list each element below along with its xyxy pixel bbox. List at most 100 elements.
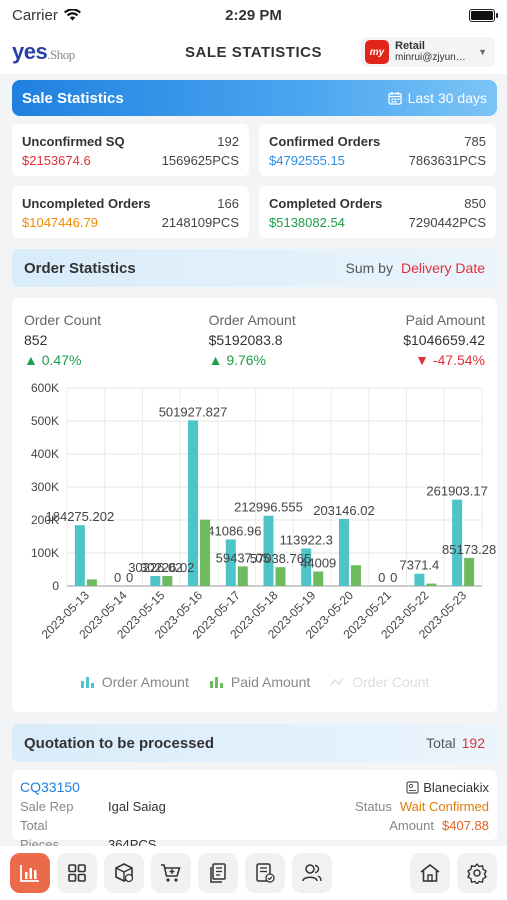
y-tick-label: 100K bbox=[31, 546, 59, 560]
order-statistics-card: Order Count 852 ▲ 0.47% Order Amount $51… bbox=[12, 298, 497, 712]
bottom-tab-bar bbox=[0, 846, 507, 900]
data-label: 30226.02 bbox=[140, 560, 194, 575]
stat-count: 166 bbox=[217, 196, 239, 211]
bar-paid-amount bbox=[350, 565, 361, 586]
cart-icon bbox=[161, 864, 181, 882]
stat-label: Uncompleted Orders bbox=[22, 196, 151, 211]
stat-label: Unconfirmed SQ bbox=[22, 134, 125, 149]
y-tick-label: 400K bbox=[31, 447, 59, 461]
data-label: 0 bbox=[114, 570, 121, 585]
trend-up-icon: ▲ bbox=[24, 352, 38, 368]
data-label: 7371.4 bbox=[400, 558, 440, 573]
y-tick-label: 0 bbox=[52, 579, 59, 593]
carrier-label: Carrier bbox=[12, 6, 58, 24]
bar-order-amount bbox=[338, 518, 349, 586]
tab-dashboard[interactable] bbox=[57, 853, 97, 893]
tab-statistics[interactable] bbox=[10, 853, 50, 893]
grid-icon bbox=[68, 864, 86, 882]
tab-home[interactable] bbox=[410, 853, 450, 893]
stat-card-unconfirmed-sq[interactable]: Unconfirmed SQ 192 $2153674.6 1569625PCS bbox=[12, 124, 249, 176]
bar-chart-icon bbox=[209, 677, 223, 688]
stat-label: Confirmed Orders bbox=[269, 134, 381, 149]
data-label: 113922.3 bbox=[280, 532, 333, 547]
sum-by-selector[interactable]: Sum by Delivery Date bbox=[345, 260, 486, 276]
orders-icon bbox=[210, 863, 226, 883]
bar-paid-amount bbox=[464, 557, 475, 586]
quotation-id[interactable]: CQ33150 bbox=[20, 779, 80, 795]
y-tick-label: 200K bbox=[31, 513, 59, 527]
data-label: 141086.96 bbox=[200, 523, 261, 538]
stat-card-confirmed-orders[interactable]: Confirmed Orders 785 $4792555.15 7863631PC… bbox=[259, 124, 496, 176]
metric-paid-amount: Paid Amount $1046659.42 ▼ -47.54% bbox=[403, 312, 485, 368]
data-label: 85173.28 bbox=[442, 542, 496, 557]
chart-icon bbox=[20, 865, 39, 882]
bar-paid-amount bbox=[426, 583, 437, 586]
stat-count: 192 bbox=[217, 134, 239, 149]
tab-invoices[interactable] bbox=[245, 853, 285, 893]
data-label: 57038.765 bbox=[250, 551, 311, 566]
tab-settings[interactable] bbox=[457, 853, 497, 893]
order-bar-chart: 0100K200K300K400K500K600K184275.20203022… bbox=[31, 381, 496, 642]
stat-card-completed-orders[interactable]: Completed Orders 850 $5138082.54 7290442PC… bbox=[259, 186, 496, 238]
bar-paid-amount bbox=[237, 566, 248, 586]
calendar-icon bbox=[387, 92, 402, 105]
order-statistics-header: Order Statistics Sum by Delivery Date bbox=[12, 249, 497, 287]
legend-order-amount[interactable]: Order Amount bbox=[80, 674, 189, 690]
bar-chart-icon bbox=[80, 677, 94, 688]
bar-order-amount bbox=[414, 573, 425, 586]
sale-rep: Igal Saiag bbox=[108, 799, 166, 814]
data-label: 0 bbox=[390, 570, 397, 585]
stat-pieces: 1569625PCS bbox=[161, 153, 239, 168]
quotation-item[interactable]: CQ33150 Blaneciakix Sale Rep Igal Saiag S… bbox=[12, 770, 497, 852]
stat-amount: $2153674.6 bbox=[22, 153, 91, 168]
data-label: 0 bbox=[126, 570, 133, 585]
legend-order-count[interactable]: Order Count bbox=[330, 674, 429, 690]
customer-icon bbox=[406, 781, 419, 794]
metric-order-count: Order Count 852 ▲ 0.47% bbox=[24, 312, 102, 368]
data-label: 261903.17 bbox=[426, 484, 487, 499]
tab-cart[interactable] bbox=[151, 853, 191, 893]
sum-by-value[interactable]: Delivery Date bbox=[400, 260, 485, 276]
legend-paid-amount[interactable]: Paid Amount bbox=[209, 674, 310, 690]
tab-customers[interactable] bbox=[292, 853, 332, 893]
account-email: minrui@zjyun… bbox=[395, 52, 466, 63]
tab-orders[interactable] bbox=[198, 853, 238, 893]
bar-order-amount bbox=[452, 499, 463, 586]
stat-count: 850 bbox=[464, 196, 486, 211]
y-tick-label: 600K bbox=[31, 381, 59, 395]
quotation-amount: $407.88 bbox=[442, 818, 489, 833]
stat-pieces: 2148109PCS bbox=[161, 215, 239, 230]
tab-products[interactable] bbox=[104, 853, 144, 893]
customer-name: Blaneciakix bbox=[423, 780, 489, 795]
bar-order-amount bbox=[74, 525, 85, 586]
chart-legend: Order Amount Paid Amount Order Count bbox=[12, 674, 497, 690]
bar-paid-amount bbox=[200, 519, 211, 586]
bar-paid-amount bbox=[313, 571, 324, 586]
status-bar: Carrier 2:29 PM bbox=[0, 0, 507, 30]
data-label: 44009 bbox=[300, 555, 336, 570]
bar-paid-amount bbox=[275, 567, 286, 586]
app-logo: yes.Shop bbox=[12, 39, 75, 64]
sale-statistics-banner: Sale Statistics Last 30 days bbox=[12, 80, 497, 116]
box-icon bbox=[115, 863, 134, 883]
data-label: 212996.555 bbox=[234, 500, 303, 515]
date-range-selector[interactable]: Last 30 days bbox=[387, 90, 487, 106]
stat-pieces: 7863631PCS bbox=[408, 153, 486, 168]
bar-order-amount bbox=[301, 548, 312, 586]
settings-icon bbox=[467, 863, 487, 884]
wifi-icon bbox=[63, 9, 81, 21]
data-label: 501927.827 bbox=[159, 404, 228, 419]
stat-card-uncompleted-orders[interactable]: Uncompleted Orders 166 $1047446.79 2148109… bbox=[12, 186, 249, 238]
stat-label: Completed Orders bbox=[269, 196, 383, 211]
y-tick-label: 300K bbox=[31, 480, 59, 494]
quotation-header: Quotation to be processed Total 192 bbox=[12, 724, 497, 762]
account-switcher[interactable]: my Retail minrui@zjyun… ▼ bbox=[361, 37, 495, 67]
line-chart-icon bbox=[330, 677, 344, 686]
store-logo-icon: my bbox=[365, 40, 389, 64]
bar-paid-amount bbox=[162, 576, 173, 586]
account-role: Retail bbox=[395, 40, 425, 52]
quotation-total: Total 192 bbox=[426, 735, 485, 751]
status-badge: Wait Confirmed bbox=[399, 799, 489, 814]
stat-count: 785 bbox=[464, 134, 486, 149]
bar-order-amount bbox=[263, 515, 274, 586]
